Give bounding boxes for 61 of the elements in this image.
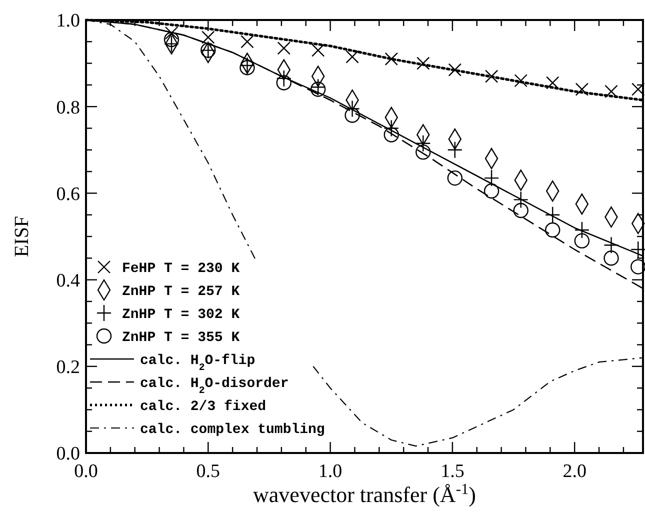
legend-label: calc. H$_{2}$O-flip [140,352,256,372]
point [545,222,560,238]
point [630,259,645,274]
y-tick-label: 1.0 [56,10,80,32]
legend-label: calc. complex tumbling [140,422,325,438]
point [630,240,645,258]
point [632,82,645,96]
point [346,50,359,64]
point [604,250,619,266]
point [604,236,619,254]
point [574,233,590,248]
legend-label: ZnHP T = 302 K [122,306,240,323]
point [311,44,325,57]
point [416,134,431,152]
legend-label: calc. H$_{2}$O-disorder [140,376,289,396]
y-tick-label: 0.6 [56,184,80,205]
legend-label: ZnHP T = 257 K [122,284,240,300]
y-axis-title: EISF [11,216,33,258]
point [484,70,498,83]
point [344,108,360,123]
x-tick-label: 1.0 [318,461,342,482]
point [240,35,254,48]
point [240,60,255,76]
point [447,141,462,158]
y-tick-label: 0.2 [56,357,80,378]
point [384,52,398,66]
point [164,32,180,48]
point [513,202,528,218]
point [484,183,500,199]
point [276,70,292,88]
legend-label: calc. 2/3 fixed [140,398,266,415]
point [344,100,360,118]
point [310,82,326,97]
y-tick-label: 0.4 [56,270,80,292]
point [164,26,178,40]
x-tick-label: 0.5 [196,461,220,482]
x-tick-label: 2.0 [562,461,586,482]
point [276,75,292,90]
point [416,56,430,70]
legend-label: FeHP T = 230 K [122,260,240,277]
point [575,82,589,96]
point [513,191,528,208]
point [514,74,528,88]
point [240,56,255,74]
x-tick-label: 1.5 [440,461,464,482]
point [310,78,326,96]
point [574,221,590,239]
point [447,170,462,186]
point [604,84,618,98]
point [277,42,290,55]
point [416,144,431,160]
x-axis-title: wavevector transfer (Å$^{-1}$) [253,480,476,507]
y-tick-label: 0.8 [56,97,80,118]
point [202,30,215,44]
point [484,169,500,187]
point [384,120,399,137]
point [546,76,560,90]
point [448,63,462,76]
legend-label: ZnHP T = 355 K [122,330,240,346]
point [545,206,560,224]
point [384,127,399,142]
